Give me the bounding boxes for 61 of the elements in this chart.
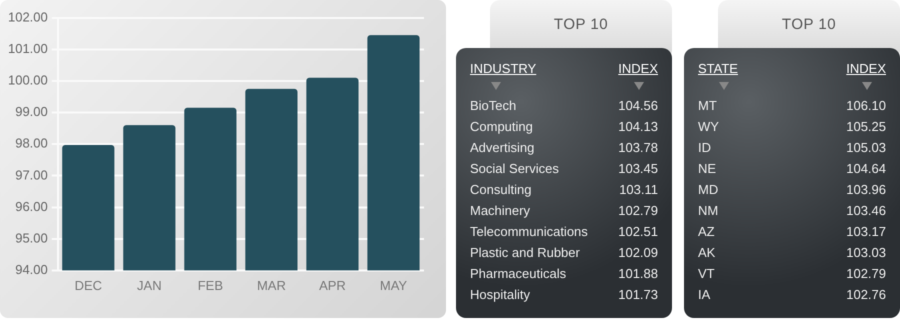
- category-label: Machinery: [470, 203, 530, 218]
- category-label: AK: [698, 245, 716, 260]
- category-label: Pharmaceuticals: [470, 266, 566, 281]
- category-label: NE: [698, 161, 716, 176]
- category-label: BioTech: [470, 98, 516, 113]
- y-tick-label: 95.00: [15, 230, 48, 246]
- data-label: 102.79: [618, 203, 658, 218]
- data-label: 104.13: [618, 119, 658, 134]
- category-label: Advertising: [470, 140, 534, 155]
- category-label: WY: [698, 119, 719, 134]
- data-label: 103.96: [846, 182, 886, 197]
- category-label: NM: [698, 203, 718, 218]
- data-label: 102.79: [846, 266, 886, 281]
- data-label: 105.25: [846, 119, 886, 134]
- y-tick-label: 101.00: [8, 40, 48, 56]
- data-label: 103.17: [846, 224, 886, 239]
- data-label: 106.10: [846, 98, 886, 113]
- x-tick-label: MAY: [380, 278, 408, 293]
- data-label: 101.73: [618, 287, 658, 302]
- data-label: 105.03: [846, 140, 886, 155]
- x-tick-label: APR: [319, 278, 346, 293]
- data-label: 103.45: [618, 161, 658, 176]
- data-label: 103.03: [846, 245, 886, 260]
- category-label: Hospitality: [470, 287, 530, 302]
- text: INDEX: [618, 61, 658, 76]
- y-tick-label: 100.00: [8, 72, 48, 88]
- y-tick-label: 97.00: [15, 167, 48, 182]
- x-tick-label: JAN: [137, 278, 162, 293]
- data-label: 101.88: [618, 266, 658, 281]
- text: INDEX: [846, 61, 886, 76]
- x-tick-label: MAR: [256, 278, 286, 293]
- category-label: Consulting: [470, 182, 532, 197]
- category-label: MT: [698, 98, 717, 113]
- data-label: 102.76: [846, 287, 886, 302]
- y-tick-label: 96.00: [15, 198, 48, 214]
- data-label: 102.09: [618, 245, 658, 260]
- data-label: 103.46: [846, 203, 886, 218]
- data-label: 103.78: [618, 140, 658, 155]
- y-tick-label: 99.00: [15, 104, 48, 120]
- category-label: Computing: [470, 119, 533, 134]
- category-label: MD: [698, 182, 718, 197]
- data-label: 104.64: [846, 161, 886, 176]
- x-tick-label: DEC: [74, 278, 102, 293]
- text: TOP 10: [490, 0, 672, 60]
- y-tick-label: 102.00: [8, 9, 48, 24]
- category-label: AZ: [698, 224, 715, 239]
- category-label: IA: [698, 287, 710, 302]
- category-label: ID: [698, 140, 711, 155]
- data-label: 102.51: [618, 224, 658, 239]
- category-label: Social Services: [470, 161, 559, 176]
- text: INDUSTRY: [470, 61, 536, 76]
- category-label: Telecommunications: [470, 224, 588, 239]
- category-label: VT: [698, 266, 715, 281]
- category-label: Plastic and Rubber: [470, 245, 580, 260]
- x-tick-label: FEB: [198, 278, 224, 293]
- text: TOP 10: [718, 0, 900, 60]
- y-tick-label: 94.00: [15, 262, 48, 277]
- data-label: 103.11: [619, 182, 658, 197]
- data-label: 104.56: [618, 98, 658, 113]
- y-tick-label: 98.00: [15, 136, 48, 151]
- text: STATE: [698, 61, 738, 76]
